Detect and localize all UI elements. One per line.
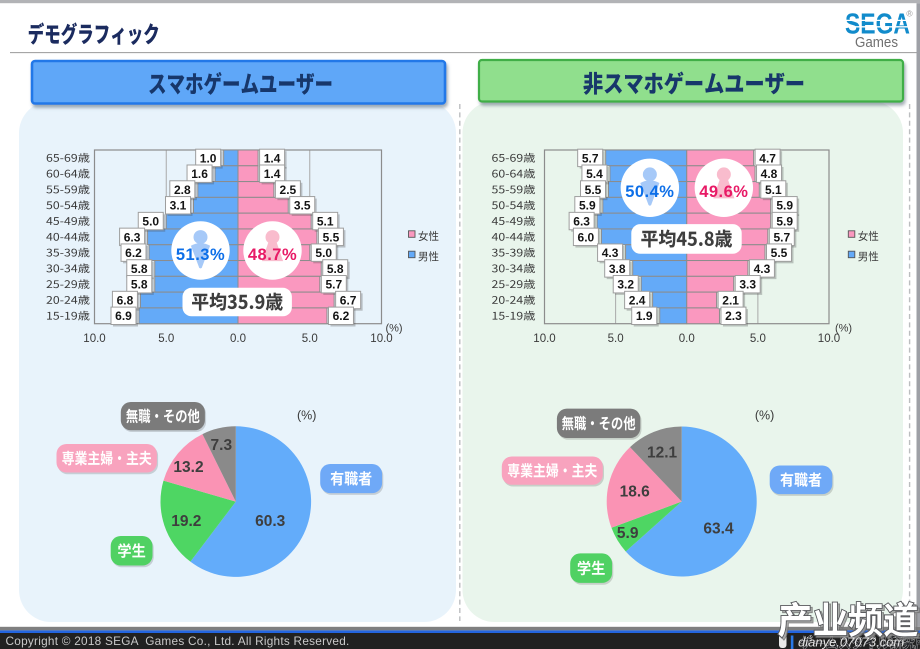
svg-text:0.0: 0.0 — [230, 333, 246, 345]
svg-text:5.8: 5.8 — [131, 262, 148, 276]
svg-text:5.0: 5.0 — [158, 333, 174, 345]
svg-text:10.0: 10.0 — [818, 333, 840, 345]
svg-text:2.5: 2.5 — [280, 183, 297, 197]
svg-text:1.9: 1.9 — [636, 309, 653, 323]
svg-text:6.3: 6.3 — [124, 230, 141, 244]
svg-text:®: ® — [906, 9, 913, 19]
svg-text:5.1: 5.1 — [317, 214, 334, 228]
svg-text:48.7%: 48.7% — [248, 246, 297, 264]
svg-text:(%): (%) — [755, 409, 774, 423]
svg-text:0.0: 0.0 — [679, 333, 695, 345]
svg-text:2.4: 2.4 — [629, 293, 646, 307]
svg-text:6.0: 6.0 — [578, 230, 595, 244]
svg-text:(%): (%) — [835, 322, 852, 334]
svg-text:4.8: 4.8 — [761, 167, 778, 181]
svg-text:18.6: 18.6 — [620, 484, 651, 501]
svg-text:6.7: 6.7 — [340, 293, 357, 307]
svg-text:5.7: 5.7 — [325, 278, 342, 292]
svg-text:4.7: 4.7 — [759, 151, 776, 165]
svg-text:2.1: 2.1 — [722, 293, 739, 307]
svg-text:5.7: 5.7 — [582, 151, 599, 165]
svg-text:5.0: 5.0 — [750, 333, 766, 345]
svg-text:10.0: 10.0 — [370, 333, 392, 345]
svg-text:1.0: 1.0 — [200, 151, 217, 165]
svg-text:3.5: 3.5 — [294, 199, 311, 213]
svg-text:12.1: 12.1 — [647, 445, 678, 462]
svg-text:5.5: 5.5 — [323, 230, 340, 244]
svg-text:5.5: 5.5 — [771, 246, 788, 260]
svg-text:1.6: 1.6 — [191, 167, 208, 181]
svg-text:SEGA: SEGA — [845, 8, 910, 40]
svg-text:5.0: 5.0 — [142, 214, 159, 228]
svg-text:5.0: 5.0 — [302, 333, 318, 345]
svg-text:6.2: 6.2 — [125, 246, 142, 260]
svg-text:5.9: 5.9 — [776, 199, 793, 213]
svg-text:7.3: 7.3 — [211, 437, 233, 454]
svg-text:19.2: 19.2 — [171, 513, 201, 530]
svg-text:5.0: 5.0 — [608, 333, 624, 345]
svg-text:10.0: 10.0 — [83, 333, 105, 345]
svg-text:3.1: 3.1 — [170, 199, 187, 213]
svg-text:60.3: 60.3 — [255, 513, 286, 530]
svg-text:4.3: 4.3 — [602, 246, 619, 260]
svg-text:5.1: 5.1 — [765, 183, 782, 197]
svg-text:49.6%: 49.6% — [699, 183, 748, 201]
svg-text:(%): (%) — [297, 408, 316, 422]
svg-text:5.9: 5.9 — [617, 525, 639, 542]
svg-text:51.3%: 51.3% — [176, 246, 225, 264]
svg-text:5.8: 5.8 — [131, 278, 148, 292]
svg-text:5.4: 5.4 — [586, 167, 603, 181]
svg-text:6.9: 6.9 — [115, 309, 132, 323]
svg-text:5.5: 5.5 — [585, 183, 602, 197]
svg-text:5.0: 5.0 — [315, 246, 332, 260]
svg-text:1.4: 1.4 — [264, 151, 281, 165]
svg-text:3.8: 3.8 — [609, 262, 626, 276]
svg-text:63.4: 63.4 — [703, 521, 734, 538]
svg-text:(%): (%) — [385, 322, 402, 334]
svg-text:4.3: 4.3 — [754, 262, 771, 276]
svg-text:13.2: 13.2 — [173, 459, 203, 476]
svg-text:2.3: 2.3 — [725, 309, 742, 323]
svg-text:3.3: 3.3 — [739, 278, 756, 292]
svg-text:Games: Games — [855, 35, 898, 51]
svg-text:2.8: 2.8 — [174, 183, 191, 197]
svg-text:3.2: 3.2 — [617, 278, 634, 292]
svg-text:6.3: 6.3 — [573, 214, 590, 228]
svg-text:5.9: 5.9 — [579, 199, 596, 213]
svg-text:5.8: 5.8 — [327, 262, 344, 276]
svg-text:6.2: 6.2 — [333, 309, 350, 323]
svg-text:6.8: 6.8 — [117, 293, 134, 307]
svg-text:1.4: 1.4 — [264, 167, 281, 181]
svg-text:Copyright © 2018 SEGA Games C: Copyright © 2018 SEGA Games Co., Ltd. Al… — [6, 634, 350, 648]
svg-text:5.7: 5.7 — [773, 230, 790, 244]
svg-text:5.9: 5.9 — [776, 214, 793, 228]
svg-text:dianye.07073.com: dianye.07073.com — [798, 635, 904, 649]
svg-text:10.0: 10.0 — [533, 333, 555, 345]
svg-text:50.4%: 50.4% — [625, 183, 674, 201]
